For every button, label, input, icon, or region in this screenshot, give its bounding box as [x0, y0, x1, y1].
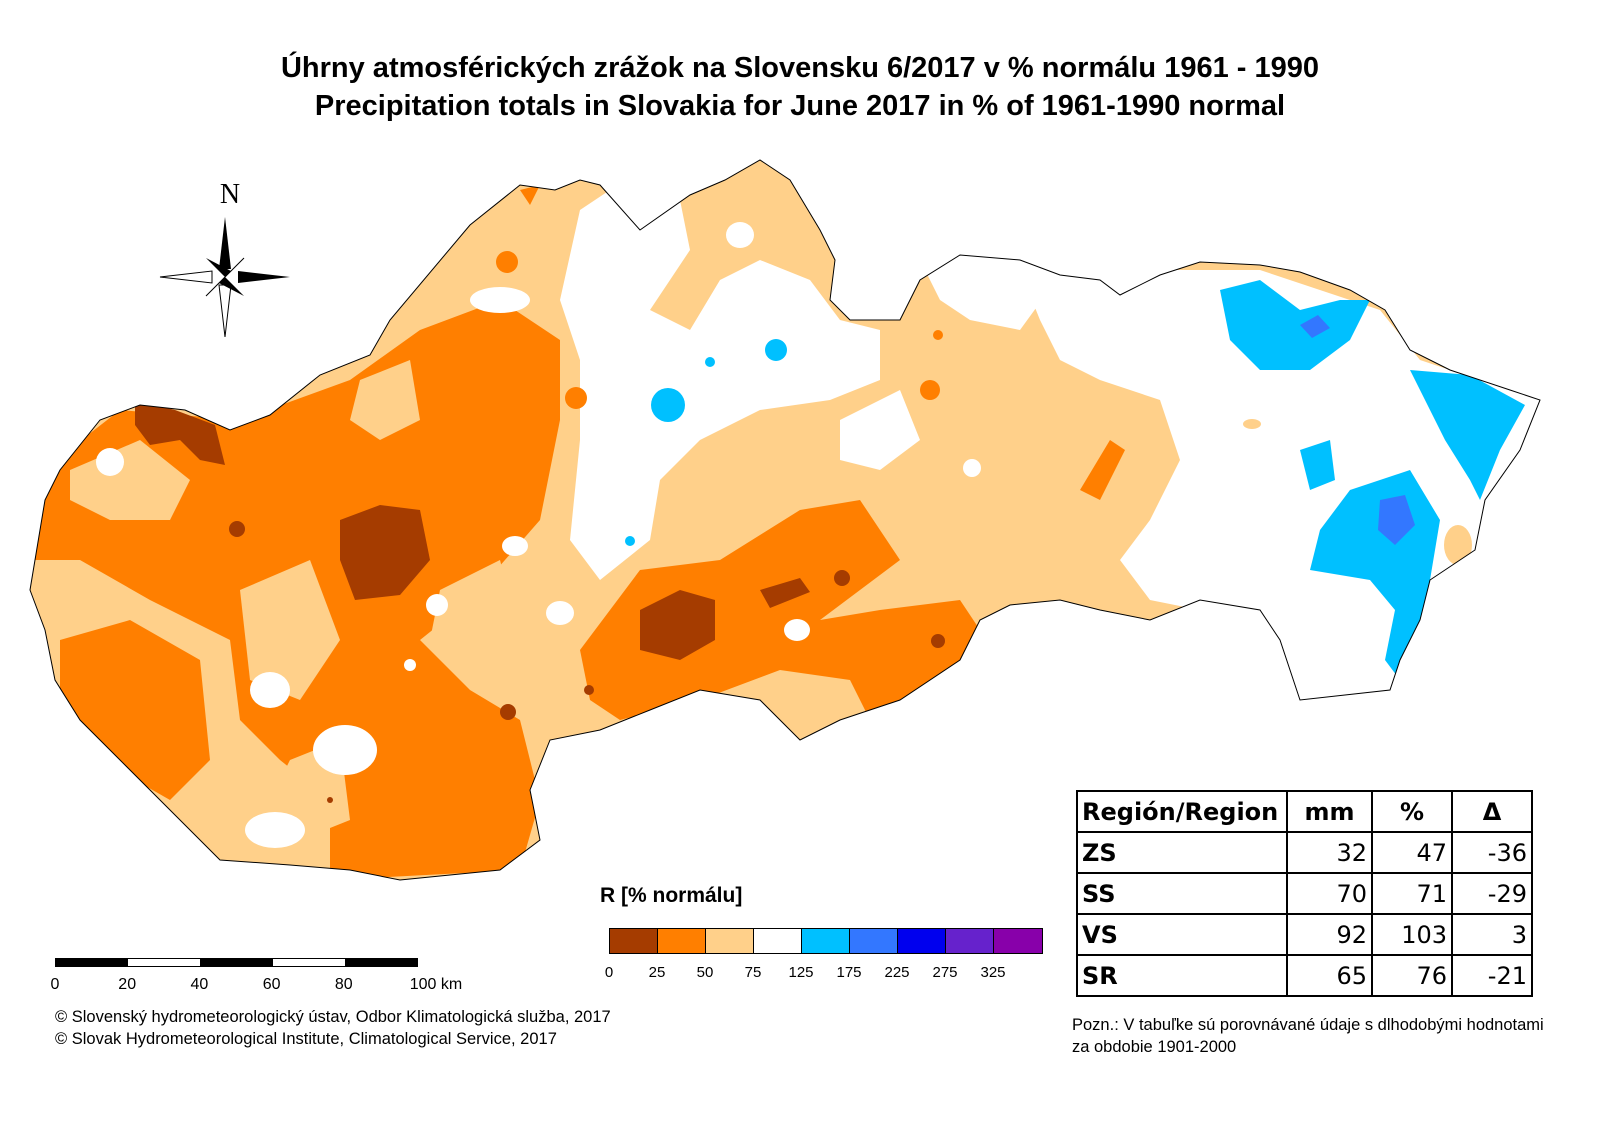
table-cell: 71: [1371, 872, 1453, 915]
region-table: Región/Region mm % Δ ZS 32 47 -36 SS 70 …: [1076, 790, 1533, 997]
legend-title: R [% normálu]: [600, 884, 743, 907]
table-cell: 65: [1286, 954, 1373, 997]
scale-bar: [55, 958, 418, 967]
compass-rose-icon: N: [159, 179, 290, 338]
table-cell: 76: [1371, 954, 1453, 997]
table-row: SS 70 71 -29: [1076, 872, 1533, 915]
legend-tick-label: 275: [932, 964, 958, 981]
north-label: N: [220, 179, 240, 210]
table-cell: 47: [1371, 831, 1453, 874]
table-header: Δ: [1451, 790, 1533, 833]
table-cell: SS: [1076, 872, 1288, 915]
table-cell: -36: [1451, 831, 1533, 874]
table-note: Pozn.: V tabuľke sú porovnávané údaje s …: [1072, 1016, 1544, 1056]
table-cell: 32: [1286, 831, 1373, 874]
table-row: SR 65 76 -21: [1076, 954, 1533, 997]
legend-color-bar: [609, 928, 1043, 954]
legend-tick-label: 0: [604, 964, 614, 981]
legend-swatch: [802, 929, 850, 953]
table-cell: 103: [1371, 913, 1453, 956]
credit-en: © Slovak Hydrometeorological Institute, …: [55, 1030, 557, 1048]
table-header: Región/Region: [1076, 790, 1288, 833]
legend-swatch: [658, 929, 706, 953]
table-header: %: [1371, 790, 1453, 833]
legend-swatch: [850, 929, 898, 953]
legend-swatch: [706, 929, 754, 953]
table-cell: 70: [1286, 872, 1373, 915]
table-cell: -29: [1451, 872, 1533, 915]
scale-bar-label: 0: [50, 976, 60, 993]
legend-tick-label: 75: [744, 964, 762, 981]
table-cell: -21: [1451, 954, 1533, 997]
legend-swatch: [898, 929, 946, 953]
table-cell: 92: [1286, 913, 1373, 956]
table-cell: ZS: [1076, 831, 1288, 874]
scale-bar-label: 20: [118, 976, 137, 993]
legend-tick-label: 225: [884, 964, 910, 981]
legend-swatch: [610, 929, 658, 953]
legend-tick-label: 325: [980, 964, 1006, 981]
scale-bar-label: 40: [190, 976, 209, 993]
table-cell: SR: [1076, 954, 1288, 997]
legend-tick-label: 175: [836, 964, 862, 981]
map-title-en: Precipitation totals in Slovakia for Jun…: [314, 90, 1286, 122]
table-cell: VS: [1076, 913, 1288, 956]
table-row: VS 92 103 3: [1076, 913, 1533, 956]
table-row: ZS 32 47 -36: [1076, 831, 1533, 874]
credit-sk: © Slovenský hydrometeorologický ústav, O…: [55, 1008, 611, 1026]
table-cell: 3: [1451, 913, 1533, 956]
legend-tick-label: 50: [696, 964, 714, 981]
legend-tick-label: 125: [788, 964, 814, 981]
map-title-sk: Úhrny atmosférických zrážok na Slovensku…: [280, 52, 1320, 84]
legend-swatch: [994, 929, 1042, 953]
table-header: mm: [1286, 790, 1373, 833]
legend-swatch: [946, 929, 994, 953]
scale-bar-label: 100 km: [409, 976, 463, 993]
scale-bar-label: 80: [334, 976, 353, 993]
legend-tick-label: 25: [648, 964, 666, 981]
scale-bar-label: 60: [262, 976, 281, 993]
legend-swatch: [754, 929, 802, 953]
